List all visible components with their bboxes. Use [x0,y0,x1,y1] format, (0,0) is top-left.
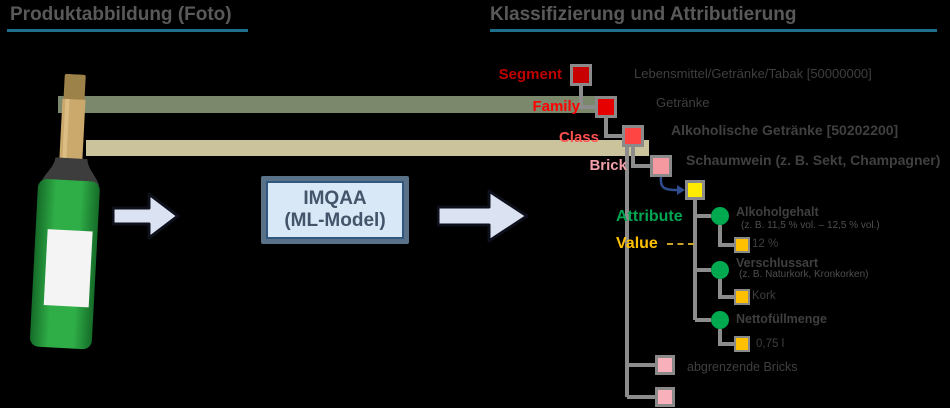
brick-to-attributes-arrow [659,176,685,195]
value-section-label: Value [616,235,658,252]
left-section-title: Produktabbildung (Foto) [10,4,232,25]
value-node [734,336,750,352]
class-brick-connector [631,147,650,168]
attribute-name: Nettofüllmenge [736,312,827,326]
family-level-label: Family [532,98,580,115]
attribute-value: 0,75 l [756,338,785,350]
khaki-highlight-band [86,140,649,156]
attribute-name: Alkoholgehalt [736,205,819,219]
family-value-text: Getränke [656,95,710,110]
brick-level-label: Brick [589,157,627,174]
brick-node [650,155,672,177]
class-level-label: Class [558,129,599,146]
sibling-brick-node [655,387,675,407]
family-class-connector [604,118,622,138]
attribute-value: Kork [752,290,776,302]
family-node [595,96,617,118]
attribute-node [711,311,729,329]
right-section-title: Klassifizierung und Attributierung [490,4,797,25]
value-connector-3 [718,329,734,346]
attribute-hint: (z. B. Naturkork, Kronkorken) [739,269,869,280]
attribute-name: Verschlussart [736,256,818,270]
value-connector-1 [718,225,734,247]
segment-level-label: Segment [498,66,562,83]
left-title-underline [7,29,248,32]
class-value-text: Alkoholische Getränke [50202200] [671,122,899,138]
champagne-bottle-icon [29,73,100,350]
attribute-value: 12 % [752,238,779,250]
attribute-hint: (z. B. 11,5 % vol. – 12,5 % vol.) [741,220,880,231]
attribute-root-node [685,180,705,200]
right-title-underline [490,29,937,32]
attribute-section-label: Attribute [616,208,683,225]
segment-value-text: Lebensmittel/Getränke/Tabak [50000000] [634,66,872,81]
brick-value-text: Schaumwein (z. B. Sekt, Champagner) [686,152,941,168]
segment-node [570,64,592,86]
value-node [734,237,750,253]
sibling-brick-node [655,355,675,375]
class-node [622,125,644,147]
value-connector-2 [718,279,734,299]
right-arrow-icon [437,189,529,243]
sibling-bricks-label: abgrenzende Bricks [687,360,798,374]
attribute-node [711,207,729,225]
attribute-node [711,261,729,279]
sage-highlight-band [58,96,614,113]
model-box-subtitle: (ML-Model) [284,210,386,231]
value-node [734,289,750,305]
model-box-title: IMQAA [303,188,367,210]
value-dashed-line [667,243,694,245]
segment-family-connector [579,86,595,109]
ml-model-box: IMQAA (ML-Model) [261,176,409,244]
right-arrow-icon [112,192,180,240]
